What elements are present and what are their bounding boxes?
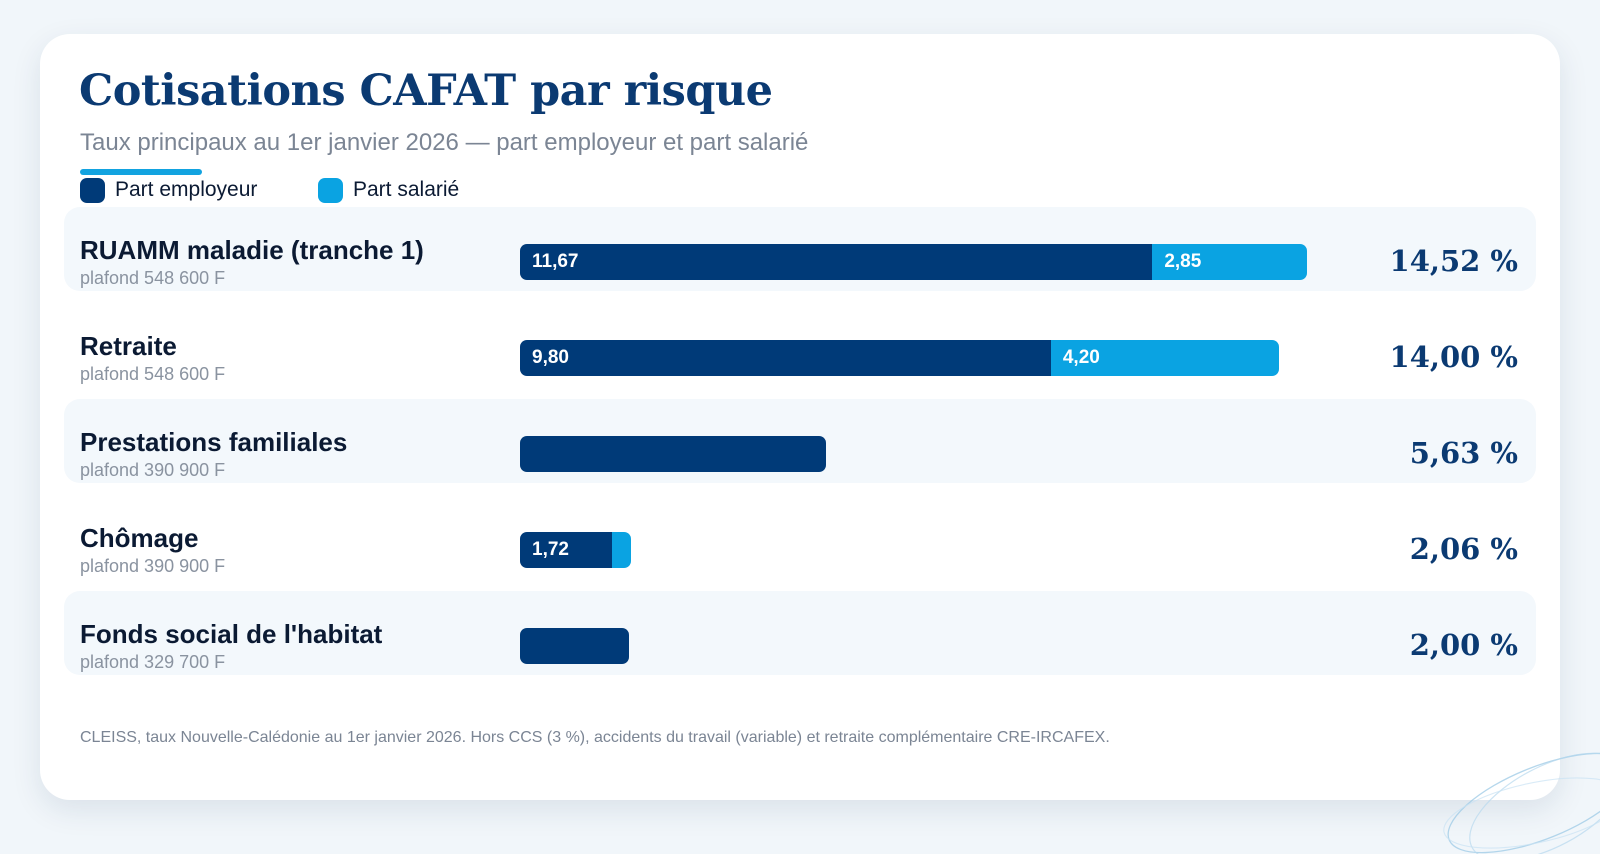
row-total: 2,06 % (1409, 532, 1518, 566)
row-band (64, 591, 1536, 675)
title-accent-line (80, 169, 202, 175)
category-plafond: plafond 390 900 F (80, 460, 226, 480)
category-label: Chômage (80, 523, 199, 553)
category-plafond: plafond 329 700 F (80, 652, 226, 672)
category-label: RUAMM maladie (tranche 1) (80, 235, 424, 265)
source-footnote: CLEISS, taux Nouvelle-Calédonie au 1er j… (80, 729, 1110, 746)
decorative-ellipses-icon (1443, 752, 1600, 854)
bar-segment-employer (520, 628, 629, 664)
row-total: 14,00 % (1389, 340, 1518, 374)
row-total: 5,63 % (1409, 436, 1518, 470)
row-total: 2,00 % (1409, 628, 1518, 662)
row-total: 14,52 % (1389, 244, 1518, 278)
legend-swatch-employer (80, 177, 105, 203)
legend-swatch-employee (318, 177, 343, 203)
chart-subtitle: Taux principaux au 1er janvier 2026 — pa… (80, 129, 809, 156)
bar-segment-employer (520, 436, 826, 472)
bar-segment-employee: 4,20 (1050, 340, 1279, 376)
bar-segment-employee: 2,85 (1152, 244, 1307, 280)
bar-segment-employer: 1,72 (520, 532, 614, 568)
category-label: Fonds social de l'habitat (80, 619, 383, 649)
bar-segment-employee (612, 532, 631, 568)
chart-title: Cotisations CAFAT par risque (79, 66, 773, 116)
legend-label-employee: Part salarié (353, 178, 460, 201)
category-plafond: plafond 548 600 F (80, 364, 226, 384)
legend-label-employer: Part employeur (115, 178, 258, 201)
legend-employer: Part employeur (80, 177, 257, 203)
bar-segment-employer: 9,80 (520, 340, 1052, 376)
category-label: Retraite (80, 331, 177, 361)
category-label: Prestations familiales (80, 427, 348, 457)
category-plafond: plafond 548 600 F (80, 268, 226, 288)
legend-employee: Part salarié (318, 177, 459, 203)
category-plafond: plafond 390 900 F (80, 556, 226, 576)
bar-segment-employer: 11,67 (520, 244, 1154, 280)
